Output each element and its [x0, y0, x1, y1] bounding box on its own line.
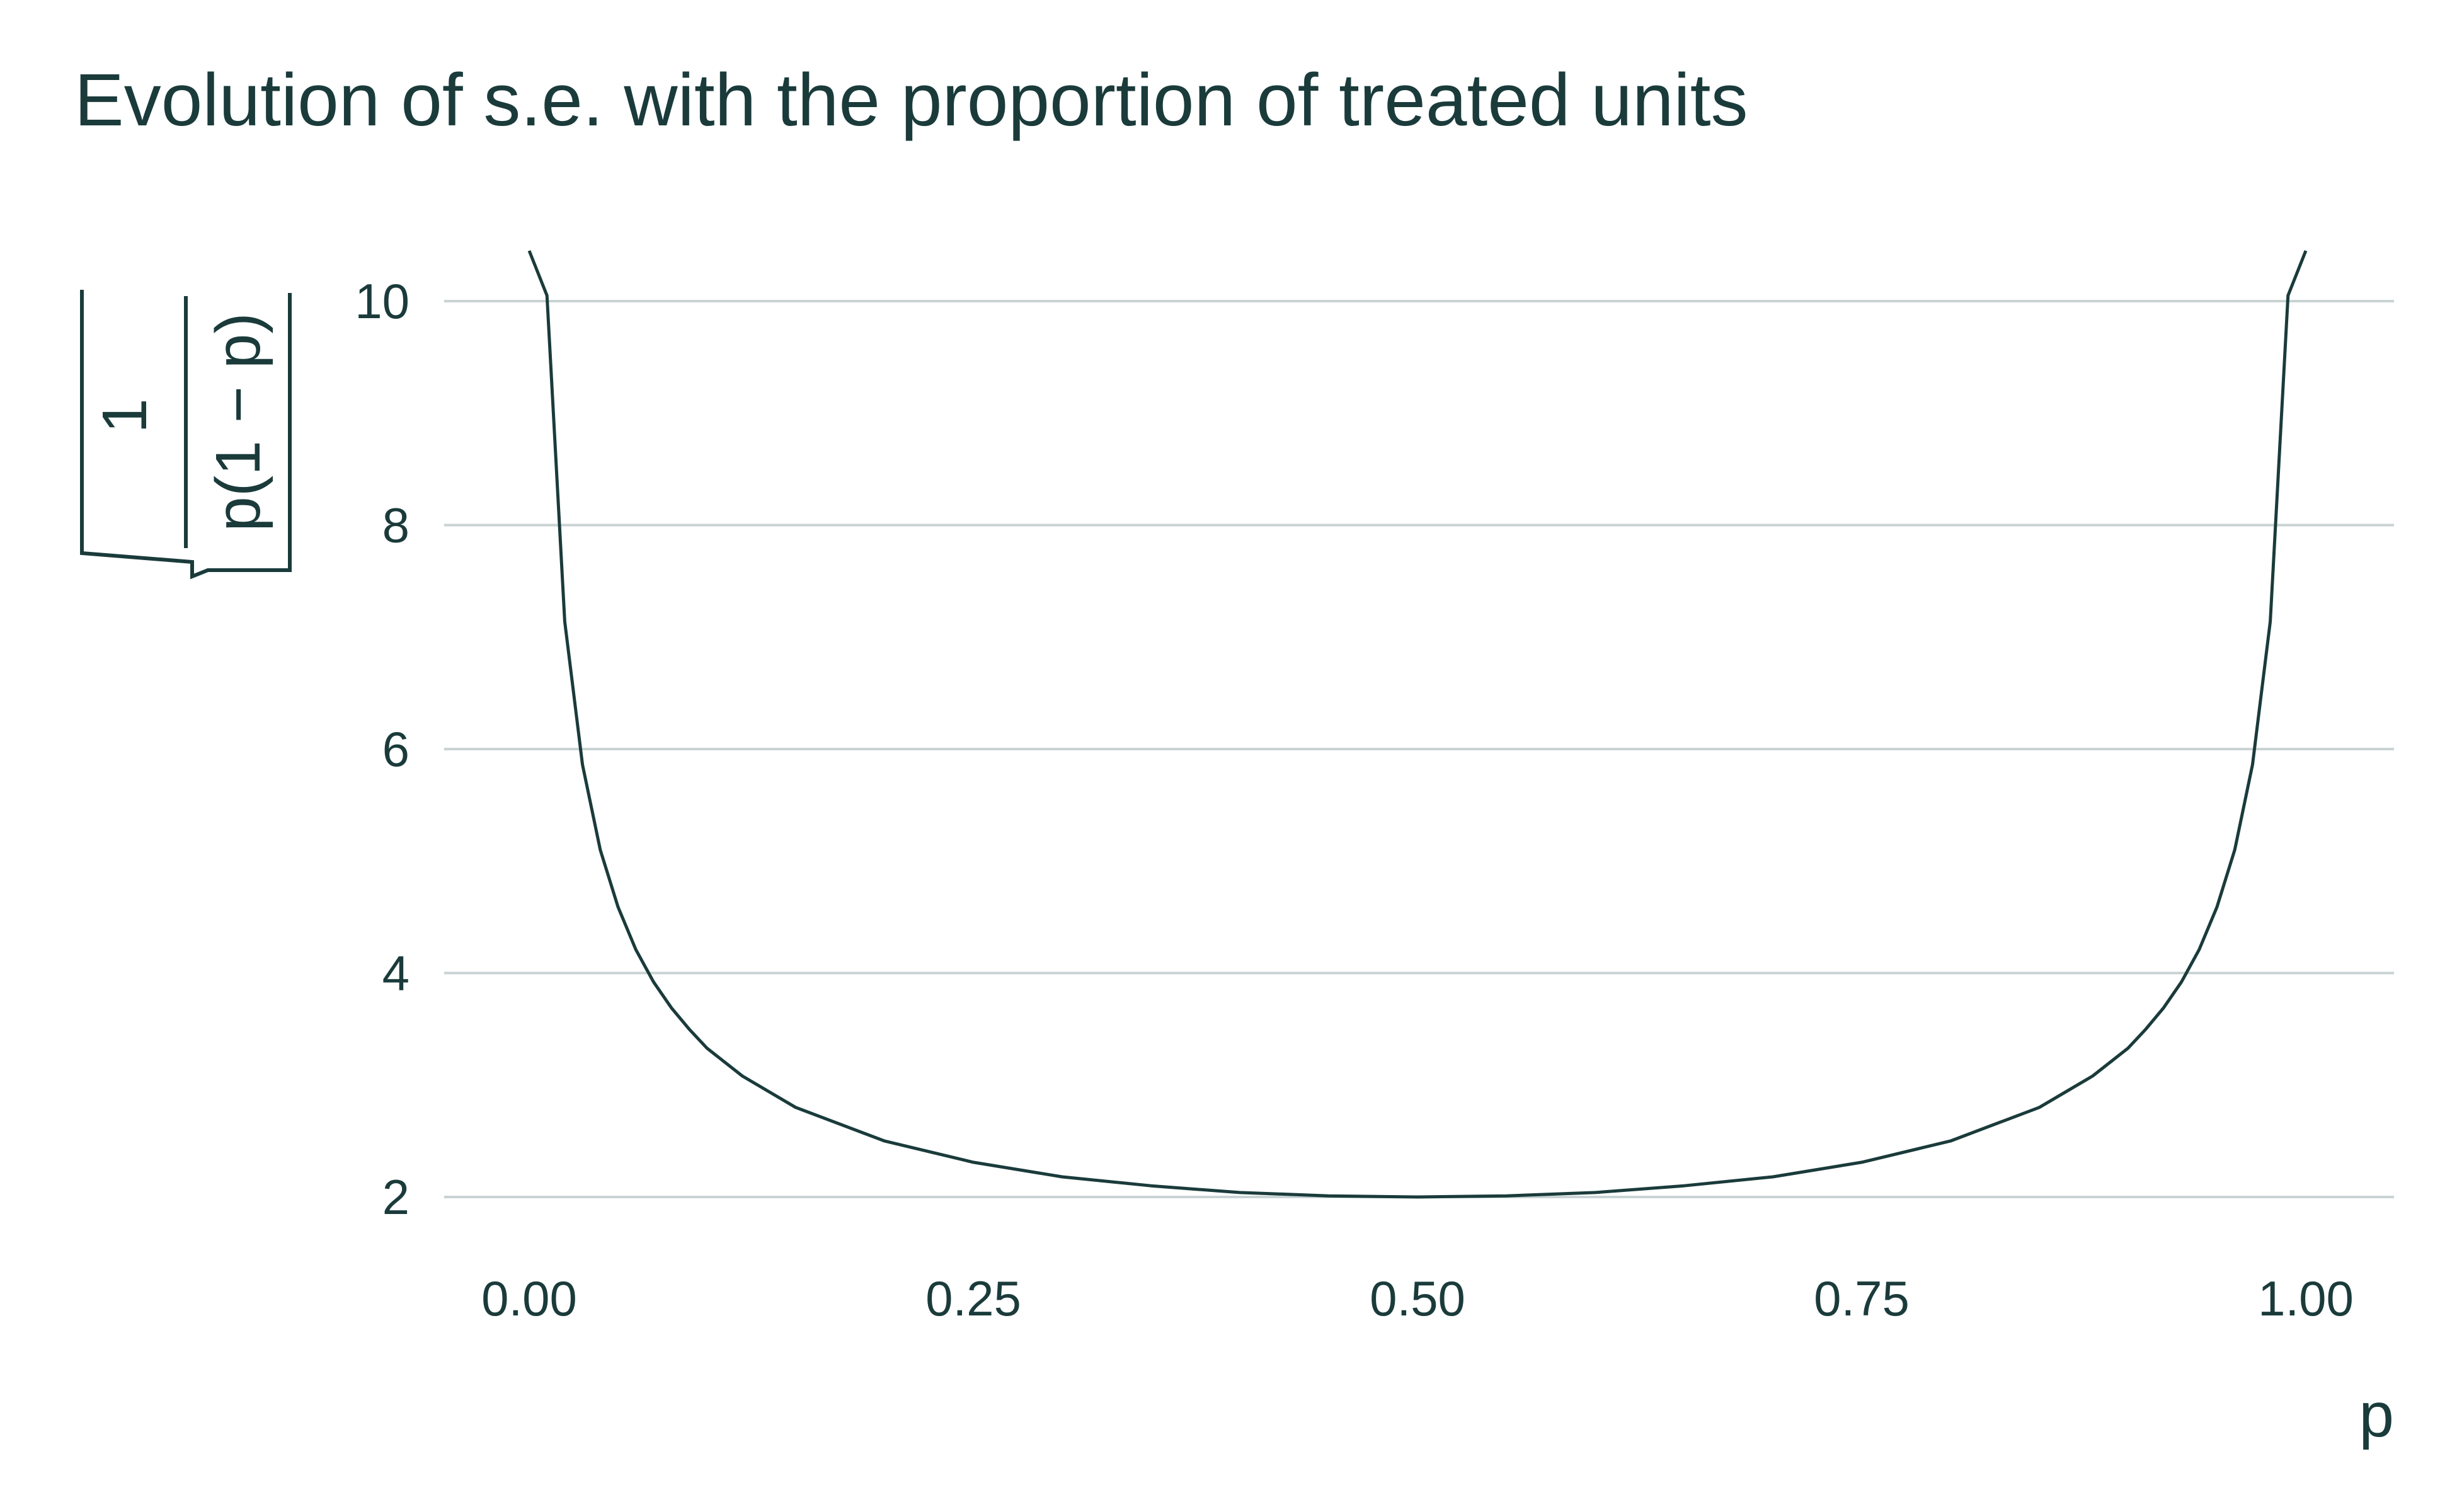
series-layer [527, 250, 2308, 1199]
x-tick-label: 0.50 [1370, 1271, 1465, 1326]
sqrt-radical [80, 290, 292, 580]
y-tick-label: 10 [355, 273, 410, 329]
y-tick-labels: 2 4 6 8 10 [355, 273, 410, 1225]
grid-lines [444, 300, 2394, 1198]
y-tick-label: 2 [382, 1169, 410, 1225]
y-axis-title: 1 p(1 − p) [80, 290, 292, 580]
y-tick-label: 4 [382, 946, 410, 1001]
x-tick-label: 0.75 [1814, 1271, 1910, 1326]
x-tick-label: 1.00 [2258, 1271, 2354, 1326]
x-tick-label: 0.25 [925, 1271, 1021, 1326]
y-label-denominator: p(1 − p) [203, 312, 273, 531]
y-tick-label: 8 [382, 498, 410, 553]
y-tick-label: 6 [382, 721, 410, 777]
x-axis-title: p [2359, 1380, 2394, 1450]
x-tick-labels: 0.00 0.25 0.50 0.75 1.00 [481, 1271, 2354, 1326]
chart-title: Evolution of s.e. with the proportion of… [74, 59, 1748, 142]
y-label-numerator: 1 [89, 398, 160, 433]
series-line-0 [527, 250, 2308, 1199]
x-tick-label: 0.00 [481, 1271, 577, 1326]
